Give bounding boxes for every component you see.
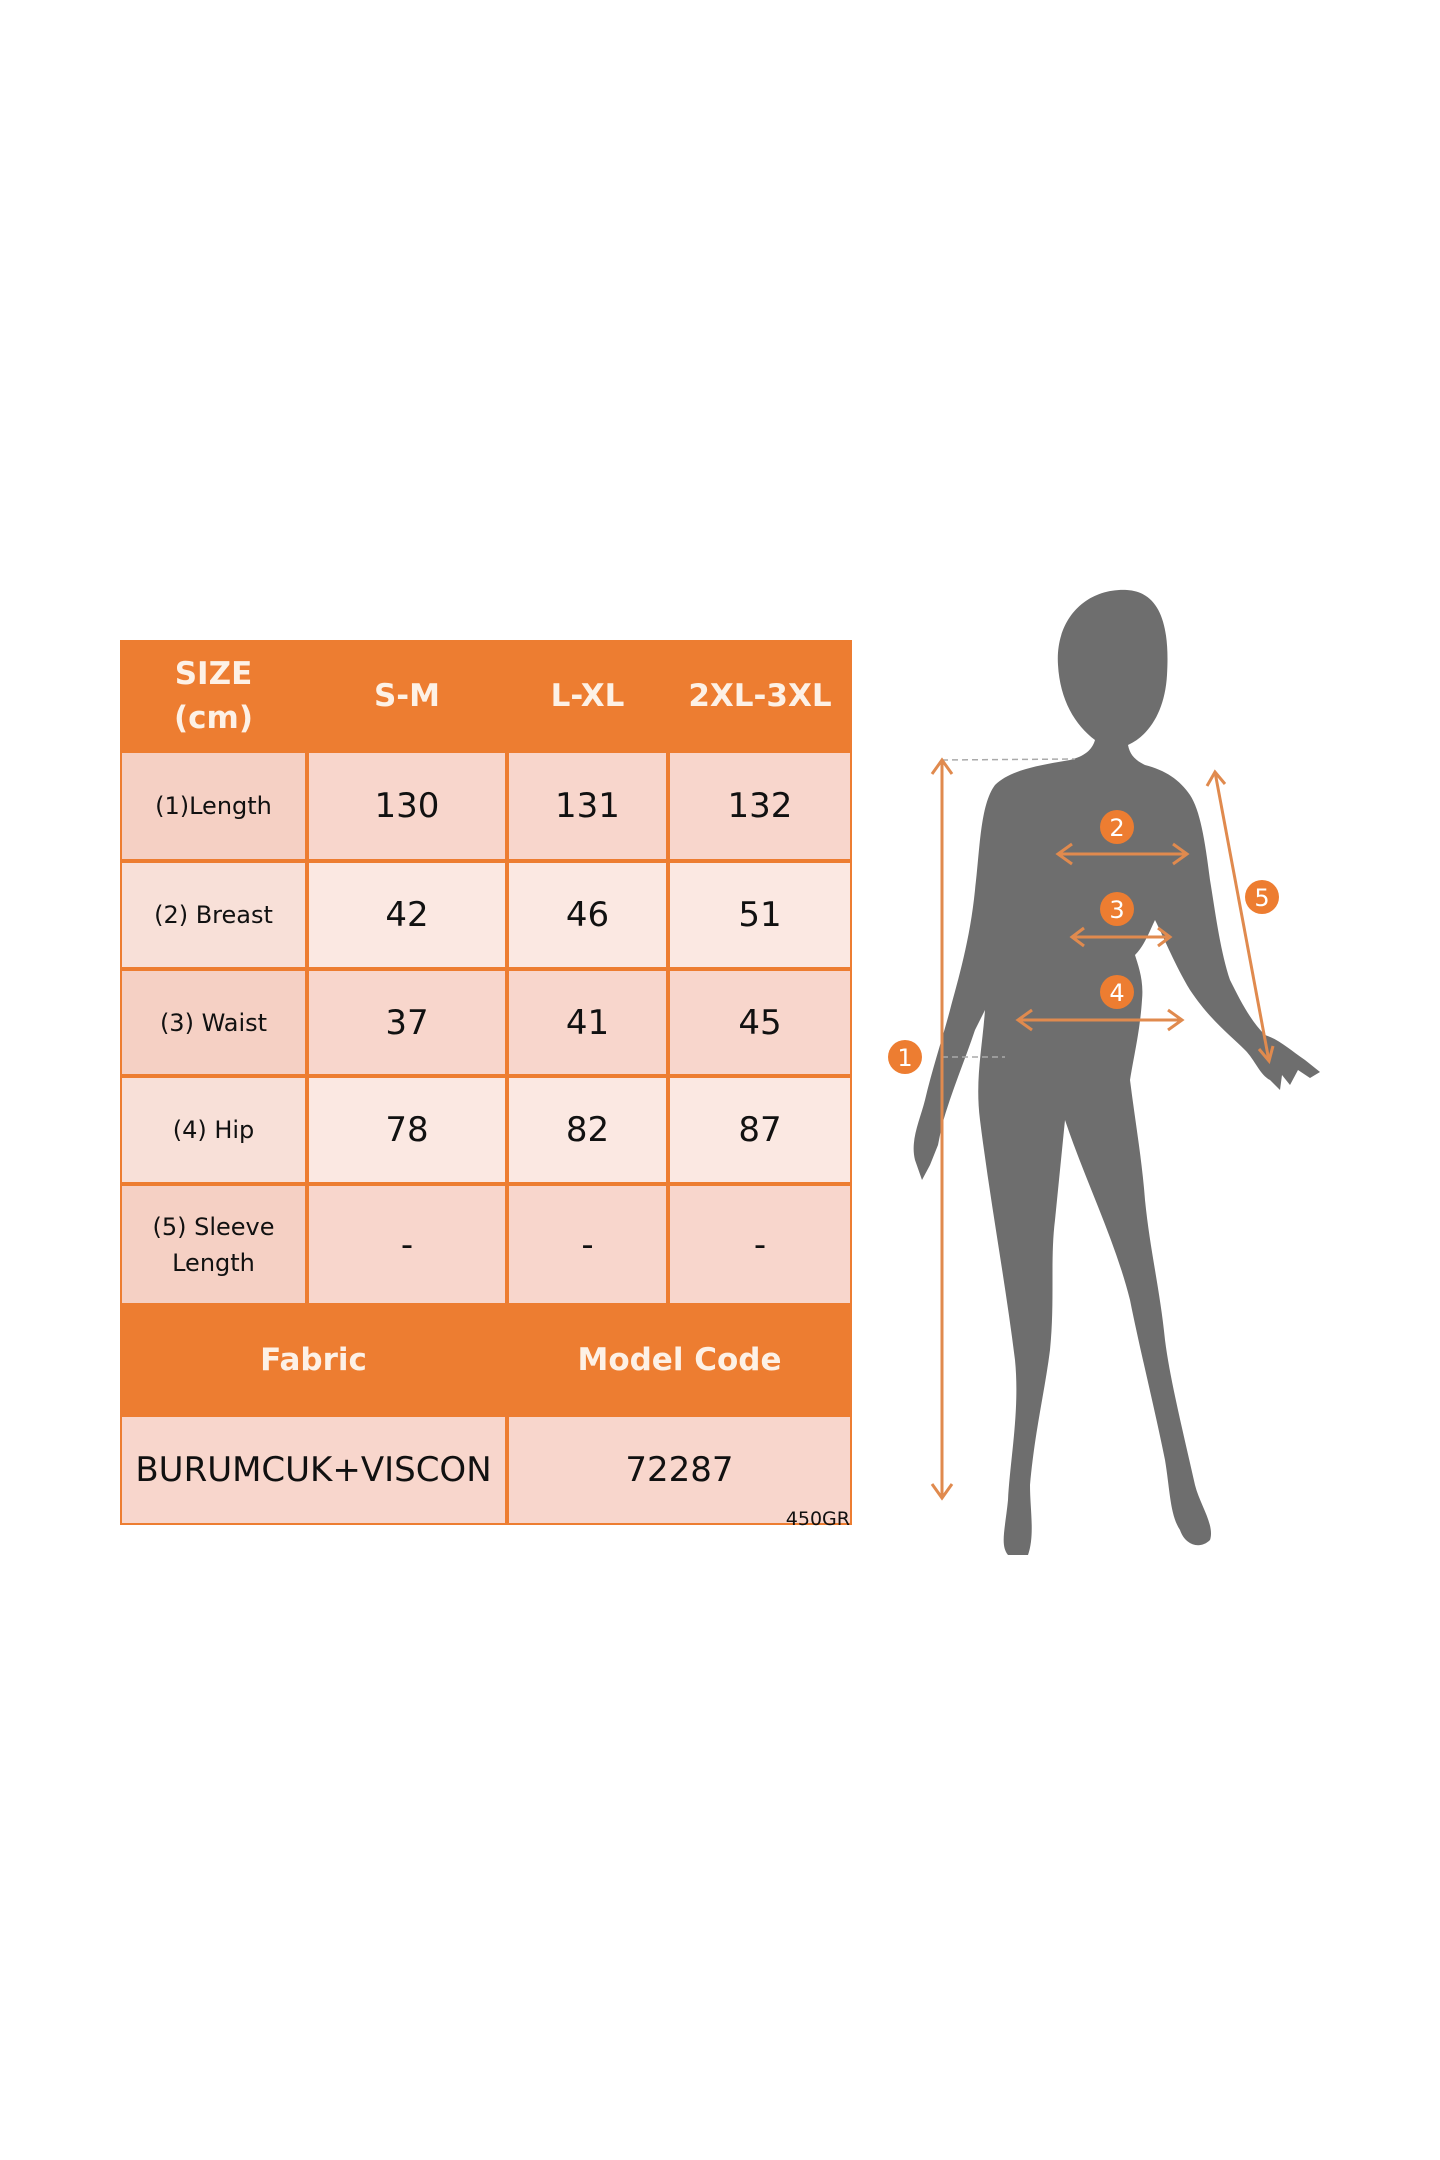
size-value-cell: 131 xyxy=(509,753,666,859)
weight-note: 450GR xyxy=(785,1508,850,1530)
size-value-cell-text: 51 xyxy=(738,895,782,935)
size-value-cell-text: 130 xyxy=(374,786,440,826)
size-value-cell-text: 82 xyxy=(565,1110,610,1150)
size-value-cell-text: 131 xyxy=(555,786,620,826)
size-value-cell: 37 xyxy=(309,971,505,1074)
size-value-cell-text: - xyxy=(400,1224,414,1265)
header-cell: 2XL-3XL xyxy=(670,642,850,749)
size-chart-table: SIZE (cm) S-M L-XL 2XL-3XL (1)Length 130 131 13… xyxy=(120,640,852,1525)
breast-arrow xyxy=(1055,842,1190,866)
row-label: (4) Hip xyxy=(122,1078,305,1182)
row-label: (2) Breast xyxy=(122,863,305,967)
size-value-cell-text: 46 xyxy=(565,895,610,935)
hip-arrow xyxy=(1015,1008,1185,1032)
svg-text:1: 1 xyxy=(897,1044,912,1072)
size-value-cell: 130 xyxy=(309,753,505,859)
row-label: (3) Waist xyxy=(122,971,305,1074)
size-value-cell-text: 42 xyxy=(385,895,429,935)
size-value-cell: 82 xyxy=(509,1078,666,1182)
measurement-arrows xyxy=(930,757,1275,1501)
size-value-cell: 41 xyxy=(509,971,666,1074)
measurement-markers: 1 2 3 4 5 xyxy=(888,810,1279,1074)
row-label-text: (3) Waist xyxy=(159,1008,268,1037)
marker-3: 3 xyxy=(1100,892,1134,926)
svg-text:5: 5 xyxy=(1254,884,1269,912)
fabric-header: Fabric xyxy=(122,1307,505,1413)
size-value-cell-text: 132 xyxy=(727,786,793,826)
row-label: (5) Sleeve Length xyxy=(122,1186,305,1303)
size-value-cell: - xyxy=(670,1186,850,1303)
size-value-cell-text: 45 xyxy=(738,1002,782,1043)
marker-1: 1 xyxy=(888,1040,922,1074)
row-label: (1)Length xyxy=(122,753,305,859)
size-value-cell: 45 xyxy=(670,971,850,1074)
svg-text:4: 4 xyxy=(1109,979,1124,1007)
model-code-header-text: Model Code xyxy=(577,1342,782,1378)
size-value-cell: 87 xyxy=(670,1078,850,1182)
fabric-value: BURUMCUK+VISCON xyxy=(122,1417,505,1523)
shoulder-guide-line xyxy=(941,758,1076,761)
header-cell-text: SIZE (cm) xyxy=(173,655,253,736)
body-measurement-figure: 1 2 3 4 5 xyxy=(888,589,1320,1555)
size-value-cell-text: 78 xyxy=(385,1110,429,1150)
marker-5: 5 xyxy=(1245,880,1279,914)
header-cell: SIZE (cm) xyxy=(122,642,305,749)
sleeve-arrow xyxy=(1205,769,1275,1065)
marker-4: 4 xyxy=(1100,975,1134,1009)
size-value-cell: - xyxy=(509,1186,666,1303)
size-value-cell: 78 xyxy=(309,1078,505,1182)
size-value-cell: 51 xyxy=(670,863,850,967)
fabric-header-text: Fabric xyxy=(260,1342,367,1378)
size-value-cell-text: 87 xyxy=(738,1110,782,1150)
header-cell-text: 2XL-3XL xyxy=(688,677,832,714)
header-cell-text: S-M xyxy=(373,677,441,714)
header-cell: L-XL xyxy=(509,642,666,749)
row-label-text: (1)Length xyxy=(155,792,272,820)
waist-arrow xyxy=(1069,926,1173,948)
size-value-cell-text: - xyxy=(753,1224,767,1265)
marker-2: 2 xyxy=(1100,810,1134,844)
silhouette xyxy=(913,589,1320,1555)
model-code-header: Model Code xyxy=(509,1307,850,1413)
size-value-cell: 132 xyxy=(670,753,850,859)
size-value-cell: 46 xyxy=(509,863,666,967)
row-label-text: (5) Sleeve Length xyxy=(152,1212,275,1277)
model-code-value-text: 72287 xyxy=(625,1450,734,1490)
header-cell-text: L-XL xyxy=(550,677,625,714)
model-code-value: 72287 xyxy=(509,1417,850,1523)
length-arrow xyxy=(930,757,954,1501)
row-label-text: (2) Breast xyxy=(154,901,273,929)
size-value-cell: 42 xyxy=(309,863,505,967)
fabric-value-text: BURUMCUK+VISCON xyxy=(135,1450,492,1490)
size-value-cell-text: 41 xyxy=(565,1002,610,1043)
size-value-cell: - xyxy=(309,1186,505,1303)
header-cell: S-M xyxy=(309,642,505,749)
row-label-text: (4) Hip xyxy=(172,1116,255,1144)
svg-text:3: 3 xyxy=(1109,896,1124,924)
svg-text:2: 2 xyxy=(1109,814,1124,842)
size-value-cell-text: 37 xyxy=(385,1002,429,1043)
size-value-cell-text: - xyxy=(581,1224,594,1265)
